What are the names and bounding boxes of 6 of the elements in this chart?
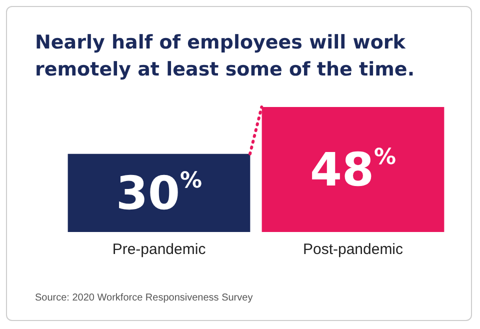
x-tick-label: Pre-pandemic [112, 241, 206, 258]
chart-title: Nearly half of employees will work remotely at least some of the time. [35, 32, 415, 80]
data-label: 30% [116, 166, 202, 220]
x-tick-label: Post-pandemic [302, 241, 404, 258]
data-label: 48% [310, 142, 396, 196]
source-note: Source: 2020 Workforce Responsiveness Survey [35, 292, 253, 304]
